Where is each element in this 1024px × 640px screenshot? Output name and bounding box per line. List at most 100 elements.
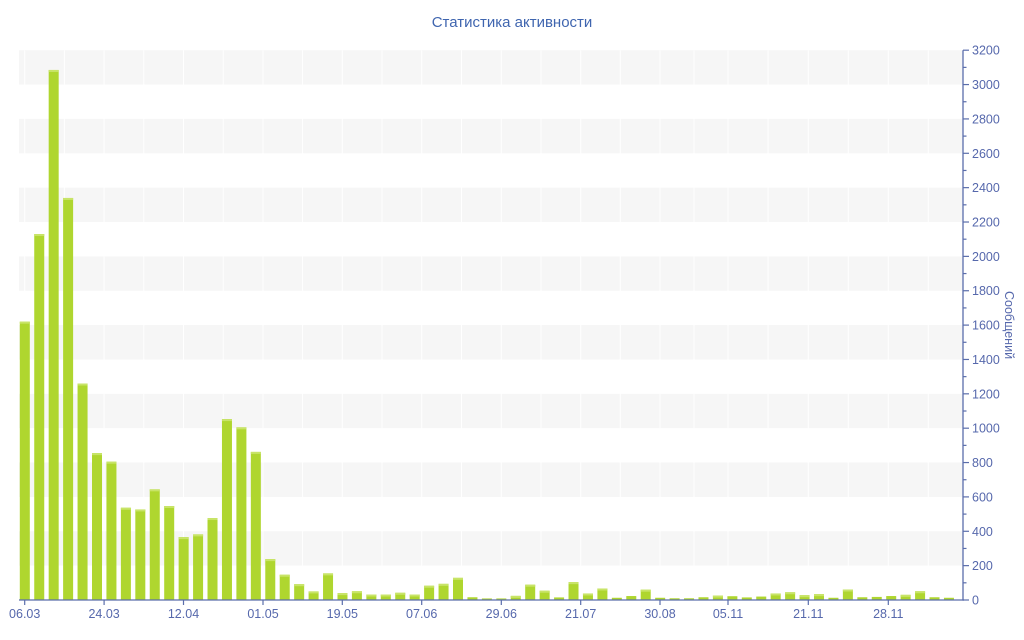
- x-tick-label: 12.04: [168, 607, 199, 621]
- bar: [294, 584, 305, 600]
- bar-top-highlight: [164, 506, 175, 509]
- y-tick-label: 3000: [972, 78, 1000, 92]
- bar: [424, 585, 435, 600]
- bar: [857, 597, 868, 600]
- bar: [727, 596, 738, 600]
- bar: [323, 573, 334, 600]
- bar-top-highlight: [525, 584, 536, 587]
- bar: [943, 597, 954, 600]
- bar-top-highlight: [409, 594, 420, 597]
- background-stripe: [19, 531, 963, 566]
- bar: [525, 584, 536, 600]
- bar-top-highlight: [453, 577, 463, 580]
- bar: [395, 592, 406, 600]
- bar-top-highlight: [120, 507, 131, 510]
- bar-top-highlight: [351, 591, 362, 594]
- x-tick-label: 01.05: [247, 607, 278, 621]
- y-tick-label: 3200: [972, 44, 1000, 58]
- y-axis-title: Сообщений: [1002, 290, 1016, 360]
- bar-top-highlight: [438, 583, 449, 586]
- bar-top-highlight: [106, 461, 117, 464]
- bar-top-highlight: [915, 591, 926, 594]
- bar: [741, 597, 752, 600]
- bar: [178, 537, 189, 600]
- bar: [655, 597, 666, 600]
- bar: [149, 489, 160, 600]
- bar: [842, 589, 853, 600]
- y-tick-label: 2600: [972, 147, 1000, 161]
- background-stripe: [19, 325, 963, 360]
- bar-top-highlight: [597, 588, 608, 591]
- bar-top-highlight: [900, 594, 911, 597]
- x-tick-label: 06.03: [9, 607, 40, 621]
- bar-top-highlight: [77, 383, 88, 386]
- x-tick-label: 24.03: [88, 607, 119, 621]
- bar-top-highlight: [193, 534, 204, 537]
- bar-top-highlight: [294, 584, 305, 587]
- bar: [684, 598, 695, 600]
- bar: [453, 577, 463, 600]
- y-tick-label: 400: [972, 525, 993, 539]
- bar: [481, 598, 492, 600]
- background-stripe: [19, 187, 963, 223]
- bar-top-highlight: [640, 589, 651, 592]
- chart-title: Статистика активности: [431, 14, 593, 31]
- x-tick-label: 07.06: [406, 607, 437, 621]
- y-tick-label: 800: [972, 456, 993, 470]
- x-tick-label: 05.11: [713, 607, 743, 621]
- bar-top-highlight: [842, 589, 853, 592]
- bar-top-highlight: [308, 591, 319, 594]
- bar-top-highlight: [265, 559, 276, 562]
- bar: [207, 518, 218, 600]
- background-stripe: [19, 50, 963, 85]
- bar: [63, 197, 74, 601]
- bar: [120, 507, 131, 600]
- bar: [19, 321, 30, 600]
- bar: [34, 234, 45, 600]
- bar-top-highlight: [539, 590, 550, 593]
- bar-top-highlight: [207, 518, 218, 521]
- background-stripe: [19, 462, 963, 497]
- bar: [582, 593, 593, 600]
- bar-top-highlight: [366, 594, 377, 597]
- bar: [77, 383, 88, 600]
- bar: [900, 594, 911, 600]
- bar-top-highlight: [63, 197, 74, 200]
- y-tick-label: 2200: [972, 216, 1000, 230]
- bar-top-highlight: [221, 419, 232, 422]
- bar: [438, 583, 449, 600]
- y-tick-label: 1200: [972, 387, 1000, 401]
- bar: [106, 461, 117, 600]
- bar: [279, 574, 290, 600]
- bar: [712, 595, 723, 600]
- bar: [828, 597, 839, 600]
- bar: [510, 595, 521, 600]
- y-tick-label: 1400: [972, 353, 1000, 367]
- x-tick-label: 30.08: [644, 607, 675, 621]
- y-tick-label: 1600: [972, 319, 1000, 333]
- y-tick-label: 1000: [972, 422, 1000, 436]
- bar: [380, 594, 391, 600]
- bar-top-highlight: [92, 453, 102, 456]
- bar: [409, 594, 420, 600]
- bar-top-highlight: [785, 592, 796, 595]
- x-tick-label: 21.07: [565, 607, 596, 621]
- bar: [814, 594, 824, 600]
- bar: [366, 594, 377, 600]
- bar: [785, 592, 796, 600]
- background-stripe: [19, 393, 963, 429]
- bar-top-highlight: [135, 509, 146, 512]
- bar-top-highlight: [582, 593, 593, 596]
- bar: [929, 597, 940, 600]
- bar: [164, 506, 175, 600]
- bar: [92, 453, 102, 600]
- bar-top-highlight: [510, 595, 521, 598]
- y-tick-label: 600: [972, 490, 993, 504]
- bar: [871, 596, 882, 600]
- bar-top-highlight: [323, 573, 334, 576]
- bar: [308, 591, 319, 600]
- bar: [193, 534, 204, 600]
- bar-top-highlight: [799, 595, 810, 598]
